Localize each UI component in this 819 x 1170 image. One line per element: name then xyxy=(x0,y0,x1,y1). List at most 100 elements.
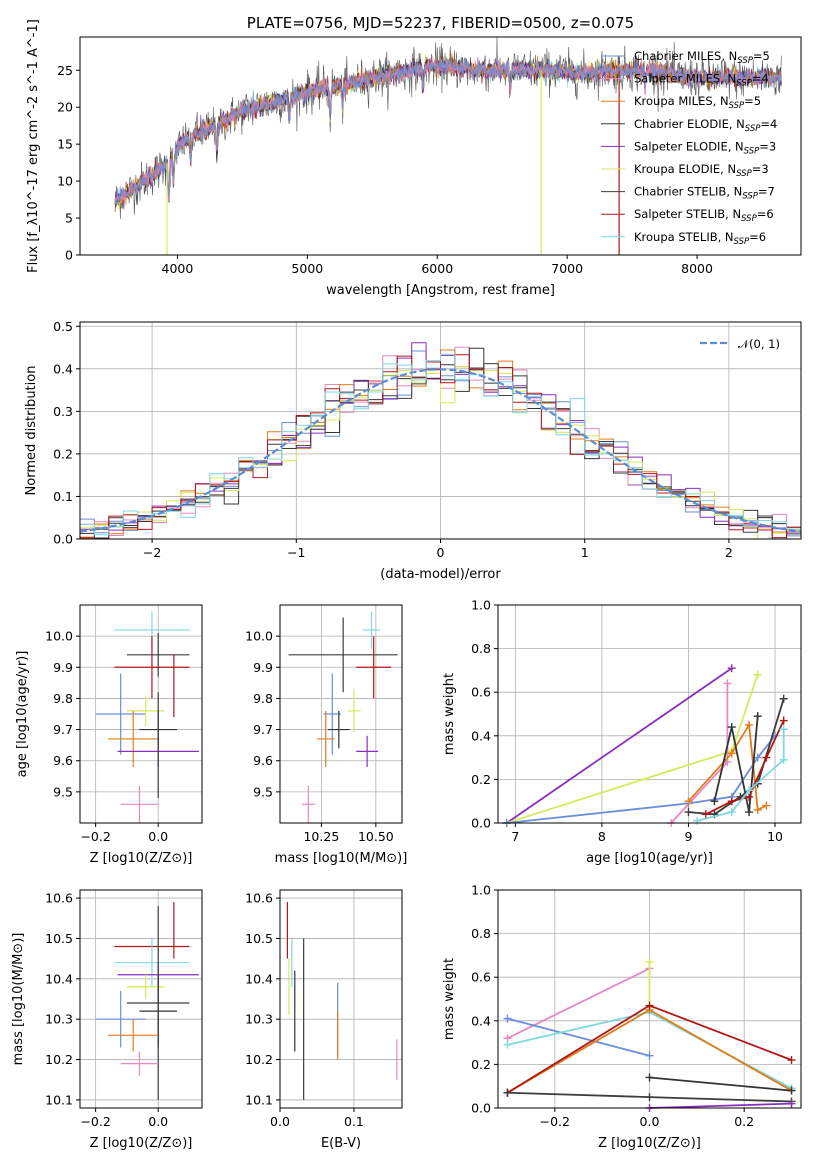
weight_vs_age-marker-kroupa_stelib xyxy=(779,755,788,764)
weight_vs_z-axes: −0.2 0.0 0.2 0.0 0.2 0.4 0.6 0.8 1.0 xyxy=(471,883,801,1129)
age_vs_mass-errorbar xyxy=(362,611,381,649)
histogram-kroupa_elodie xyxy=(80,366,801,540)
age_vs_mass-xtick-label: 10.25 xyxy=(303,829,339,844)
weight_vs_z-ytick-label: 0.8 xyxy=(471,926,491,941)
age_vs_mass-errorbar xyxy=(327,710,350,749)
age_vs_z-errorbar xyxy=(95,673,146,755)
residuals-xtick-label: 1 xyxy=(581,545,589,560)
residuals-legend: 𝒩(0, 1) xyxy=(700,337,780,351)
age_vs_z-ytick-label: 9.7 xyxy=(53,722,73,737)
age_vs_mass-frame xyxy=(279,604,403,824)
weight_vs_z-xtick-label: −0.2 xyxy=(540,1114,570,1129)
age_vs_mass-errorbar xyxy=(288,617,398,693)
spectrum-xtick-label: 6000 xyxy=(421,261,453,276)
weight_vs_age-line-chabrier_elodie xyxy=(713,716,759,813)
weight_vs_age-frame xyxy=(497,604,802,824)
weight_vs_age-marker-kroupa_miles xyxy=(762,801,771,810)
mass_vs_z-errorbar xyxy=(120,1051,159,1076)
age_vs_mass-errorbar xyxy=(347,689,361,733)
mass_vs_z-xtick-label: 0.0 xyxy=(148,1114,168,1129)
weight_vs_age-marker-chabrier_stelib xyxy=(779,694,788,703)
weight_vs_age-marker-salpeter_stelib xyxy=(727,797,736,806)
mass_vs_ebv-xtick-label: 0.0 xyxy=(270,1114,290,1129)
histogram-salpeter_stelib xyxy=(80,354,801,540)
mass_vs_ebv-ytick-label: 10.1 xyxy=(245,1092,273,1107)
weight_vs_z-marker-chabrier_elodie xyxy=(645,1073,654,1082)
spectrum-xlabel: wavelength [Angstrom, rest frame] xyxy=(326,283,555,298)
spectrum-legend: Chabrier MILES, NSSP=5 Salpeter MILES, NS… xyxy=(601,49,777,247)
age_vs_z-ylabel: age [log10(age/yr)] xyxy=(15,651,30,778)
weight_vs_z-xlabel: Z [log10(Z/Z⊙)] xyxy=(598,1136,701,1151)
legend-label-chabrier_elodie: Chabrier ELODIE, NSSP=4 xyxy=(634,117,777,134)
weight_vs_age-xtick-label: 10 xyxy=(767,829,783,844)
weight_vs_age-xtick-label: 7 xyxy=(511,829,519,844)
weight_vs_z-ytick-label: 0.2 xyxy=(471,1057,491,1072)
weight_vs_age-ytick-label: 0.0 xyxy=(471,816,491,831)
mass_vs_ebv-axes: 0.0 0.1 10.1 10.2 10.3 10.4 10.5 10.6 xyxy=(245,890,402,1129)
weight_vs_age-marker-salpeter_stelib xyxy=(701,810,710,819)
mass_vs_z-errorbar xyxy=(126,974,165,999)
age_vs_mass-ytick-label: 9.6 xyxy=(253,753,273,768)
spectrum-ytick-label: 0 xyxy=(65,248,73,263)
mass_vs_ebv-ytick-label: 10.3 xyxy=(245,1012,273,1027)
age_vs_z-errorbar xyxy=(120,785,159,823)
legend-label-salpeter_miles: Salpeter MILES, NSSP=4 xyxy=(634,72,769,89)
weight_vs_age-marker-chabrier_elodie xyxy=(745,808,754,817)
mass_vs_z-errorbar xyxy=(95,990,146,1048)
weight_vs_age-marker-chabrier_elodie xyxy=(710,797,719,806)
weight_vs_age-marker-chabrier_stelib xyxy=(684,808,693,817)
residuals-ytick-label: 0.2 xyxy=(53,446,73,461)
weight_vs_z-marker-chabrier_miles xyxy=(645,1051,654,1060)
weight_vs_z-frame xyxy=(497,889,802,1109)
spectrum-title: PLATE=0756, MJD=52237, FIBERID=0500, z=0… xyxy=(247,14,634,32)
weight_vs_age-marker-kroupa_miles xyxy=(727,749,736,758)
weight_vs_z-marker-chabrier_miles xyxy=(503,1014,512,1023)
age_vs_mass-ytick-label: 9.9 xyxy=(253,660,273,675)
weight_vs_z-ytick-label: 1.0 xyxy=(471,883,491,898)
age_vs_z-xtick-label: 0.0 xyxy=(148,829,168,844)
age_vs_z-ytick-label: 10.0 xyxy=(45,629,73,644)
weight_vs_z-marker-salpeter_elodie xyxy=(787,1099,796,1108)
spectrum-ytick-label: 5 xyxy=(65,211,73,226)
mass_vs_z-errorbar xyxy=(114,938,190,987)
spectrum-ytick-label: 25 xyxy=(57,63,73,78)
weight_vs_z-line-salpeter_elodie xyxy=(649,1102,792,1109)
residuals-ytick-label: 0.5 xyxy=(53,319,73,334)
age_vs_mass-xlabel: mass [log10(M/M⊙)] xyxy=(275,851,408,866)
spectrum-axes: 4000 5000 6000 7000 8000 0 5 10 15 20 25 xyxy=(57,63,713,276)
spectrum-ytick-label: 10 xyxy=(57,174,73,189)
spectrum-ylabel: Flux [f_λ10^-17 erg cm^-2 s^-1 A^-1] xyxy=(26,19,41,273)
residuals-ylabel: Normed distribution xyxy=(24,366,39,496)
weight_vs_age-ylabel: mass weight xyxy=(442,673,457,755)
age_vs_mass-ytick-label: 9.5 xyxy=(253,784,273,799)
mass_vs_z-xlabel: Z [log10(Z/Z⊙)] xyxy=(90,1136,193,1151)
age_vs_mass-xtick-label: 10.50 xyxy=(358,829,394,844)
spectrum-frame xyxy=(79,36,802,256)
weight_vs_z-xtick-label: 0.0 xyxy=(640,1114,660,1129)
spectrum-series-group xyxy=(114,37,782,255)
weight_vs_z-marker-chabrier_elodie xyxy=(787,1086,796,1095)
spectrum-ytick-label: 20 xyxy=(57,100,73,115)
residuals-xtick-label: −1 xyxy=(287,545,305,560)
mass_vs_ebv-ytick-label: 10.6 xyxy=(245,891,273,906)
weight_vs_z-marker-kroupa_elodie xyxy=(645,957,654,966)
spectrum-xtick-label: 7000 xyxy=(551,261,583,276)
weight_vs_age-ytick-label: 0.8 xyxy=(471,641,491,656)
mass_vs_z-xtick-label: −0.2 xyxy=(80,1114,110,1129)
weight_vs_z-marker-salpeter_stelib xyxy=(645,1001,654,1010)
legend-label-salpeter_stelib: Salpeter STELIB, NSSP=6 xyxy=(634,207,774,224)
weight_vs_age-marker-kroupa_miles xyxy=(753,805,762,814)
weight_vs_age-marker-kroupa_elodie xyxy=(753,670,762,679)
spectrum-xtick-label: 8000 xyxy=(681,261,713,276)
weight_vs_age-marker-kroupa_stelib xyxy=(745,786,754,795)
spectrum-xtick-label: 4000 xyxy=(162,261,194,276)
mass_vs_ebv-xtick-label: 0.1 xyxy=(344,1114,364,1129)
weight_vs_age-marker-salpeter_miles xyxy=(723,679,732,688)
age_vs_mass-errorbar xyxy=(356,636,392,699)
weight_vs_age-line-kroupa_elodie xyxy=(506,674,759,824)
weight_vs_age-ytick-label: 0.6 xyxy=(471,685,491,700)
age_vs_z-errorbar xyxy=(126,695,165,727)
mass_vs_z-ytick-label: 10.6 xyxy=(45,891,73,906)
weight_vs_age-marker-kroupa_stelib xyxy=(693,816,702,825)
mass_vs_ebv-xlabel: E(B-V) xyxy=(321,1136,361,1151)
